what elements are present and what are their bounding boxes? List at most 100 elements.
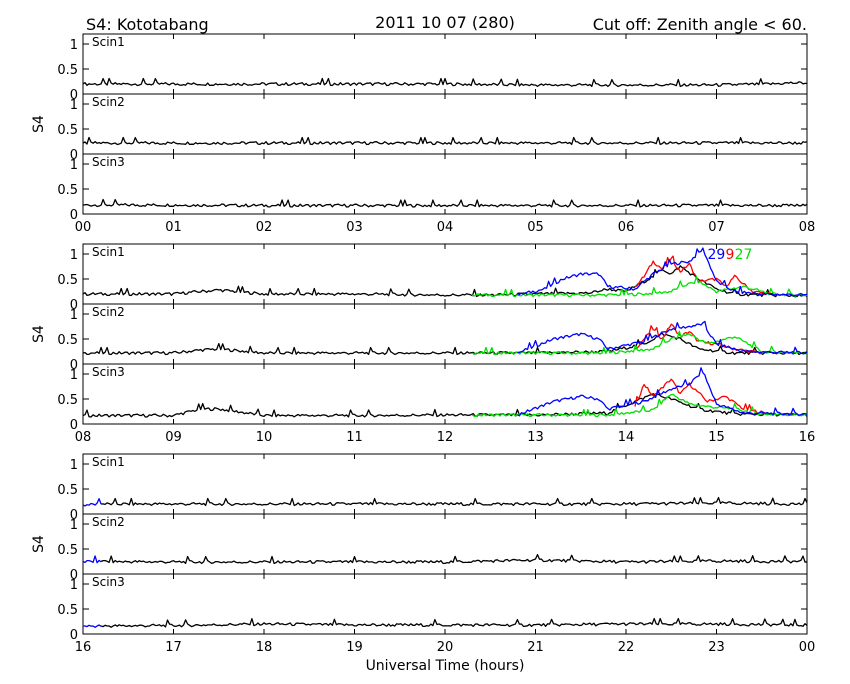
y-axis-label: S4 <box>31 115 47 133</box>
x-tick-label: 08 <box>799 220 816 235</box>
prn-annotation: 29 <box>707 247 725 263</box>
panel-label: Scin3 <box>92 365 125 379</box>
y-tick-label: 0.5 <box>57 273 78 288</box>
x-tick-label: 23 <box>708 640 725 655</box>
panel-label: Scin3 <box>92 575 125 589</box>
x-tick-label: 16 <box>75 640 92 655</box>
x-tick-label: 02 <box>256 220 273 235</box>
prn-annotation: 9 <box>726 247 735 263</box>
y-tick-label: 0.5 <box>57 333 78 348</box>
x-tick-label: 15 <box>708 430 725 445</box>
panel-label: Scin2 <box>92 95 125 109</box>
series-line-blue <box>517 367 808 417</box>
x-tick-label: 00 <box>799 640 816 655</box>
y-tick-label: 0 <box>70 358 78 373</box>
x-tick-label: 18 <box>256 640 273 655</box>
panel-scin1: Scin1 0 0.5 1 <box>57 243 808 313</box>
y-tick-label: 0 <box>70 208 78 223</box>
x-tick-label: 05 <box>527 220 544 235</box>
x-tick-label: 20 <box>437 640 454 655</box>
series-line-black <box>82 198 808 208</box>
series-line-blue <box>517 247 808 297</box>
series-line-black <box>100 553 808 565</box>
y-tick-label: 1 <box>70 578 78 593</box>
panel-frame <box>82 303 808 365</box>
chart-group-3: Scin1 0 0.5 1 Scin2 0 0.5 1 S4 Scin3 0 0.5 1 16 17 18 19… <box>31 453 816 655</box>
y-tick-label: 0.5 <box>57 603 78 618</box>
y-tick-label: 1 <box>70 98 78 113</box>
series-line-blue <box>82 555 102 564</box>
panel-label: Scin2 <box>92 515 125 529</box>
x-tick-label: 21 <box>527 640 544 655</box>
series-line-black <box>100 617 808 628</box>
prn-annotation: 27 <box>735 247 753 263</box>
series-line-blue <box>83 624 102 628</box>
series-line-black <box>82 136 808 146</box>
panel-frame <box>82 453 808 515</box>
y-tick-label: 0.5 <box>57 483 78 498</box>
x-tick-label: 04 <box>437 220 454 235</box>
x-tick-label: 22 <box>618 640 635 655</box>
series-line-blue <box>517 320 808 355</box>
series-line-black <box>82 265 808 298</box>
y-tick-label: 0 <box>70 148 78 163</box>
x-tick-label: 06 <box>618 220 635 235</box>
panel-scin1: Scin1 0 0.5 1 <box>57 453 808 523</box>
panel-label: Scin1 <box>92 35 125 49</box>
series-line-green <box>471 393 808 418</box>
y-tick-label: 0 <box>70 508 78 523</box>
panel-frame <box>82 513 808 575</box>
panel-scin2: Scin2 0 0.5 1 S4 <box>31 513 808 583</box>
panel-scin2: Scin2 0 0.5 1 S4 <box>31 303 808 373</box>
x-tick-label: 01 <box>165 220 182 235</box>
y-tick-label: 0.5 <box>57 543 78 558</box>
panel-label: Scin2 <box>92 305 125 319</box>
y-axis-label: S4 <box>31 535 47 553</box>
x-tick-label: 08 <box>75 430 92 445</box>
y-tick-label: 0.5 <box>57 183 78 198</box>
panel-scin2: Scin2 0 0.5 1 S4 <box>31 93 808 163</box>
series-line-black <box>82 77 807 88</box>
x-axis-label: Universal Time (hours) <box>366 658 525 674</box>
panel-scin1: Scin1 0 0.5 1 <box>57 33 808 103</box>
x-tick-label: 09 <box>165 430 182 445</box>
series-line-green <box>471 275 808 298</box>
panel-scin3: Scin3 0 0.5 1 <box>57 363 808 433</box>
y-tick-label: 0.5 <box>57 123 78 138</box>
y-tick-label: 0 <box>70 418 78 433</box>
panel-scin3: Scin3 0 0.5 1 <box>57 153 808 223</box>
chart-group-1: Scin1 0 0.5 1 Scin2 0 0.5 1 S4 Scin3 0 0.5 1 00 01 02 03… <box>31 33 816 235</box>
station-title: S4: Kototabang <box>86 15 209 34</box>
y-tick-label: 1 <box>70 38 78 53</box>
date-title: 2011 10 07 (280) <box>375 13 515 32</box>
panel-frame <box>82 33 808 95</box>
x-tick-label: 12 <box>437 430 454 445</box>
panel-scin3: Scin3 0 0.5 1 <box>57 573 808 643</box>
series-line-green <box>471 330 808 356</box>
x-tick-label: 10 <box>256 430 273 445</box>
y-tick-label: 1 <box>70 308 78 323</box>
cutoff-title: Cut off: Zenith angle < 60. <box>593 15 807 34</box>
y-tick-label: 0 <box>70 298 78 313</box>
series-line-red <box>634 323 762 355</box>
x-tick-label: 16 <box>799 430 816 445</box>
x-tick-label: 13 <box>527 430 544 445</box>
x-tick-label: 17 <box>165 640 182 655</box>
series-line-black <box>82 332 808 356</box>
series-line-blue <box>82 498 102 507</box>
y-tick-label: 0 <box>70 628 78 643</box>
x-tick-label: 00 <box>75 220 92 235</box>
panel-frame <box>82 243 808 305</box>
y-tick-label: 0 <box>70 568 78 583</box>
y-axis-label: S4 <box>31 325 47 343</box>
y-tick-label: 1 <box>70 158 78 173</box>
panel-label: Scin3 <box>92 155 125 169</box>
panel-frame <box>82 93 808 155</box>
x-tick-label: 03 <box>346 220 363 235</box>
y-tick-label: 0.5 <box>57 393 78 408</box>
y-tick-label: 1 <box>70 368 78 383</box>
panel-label: Scin1 <box>92 245 125 259</box>
y-tick-label: 1 <box>70 518 78 533</box>
